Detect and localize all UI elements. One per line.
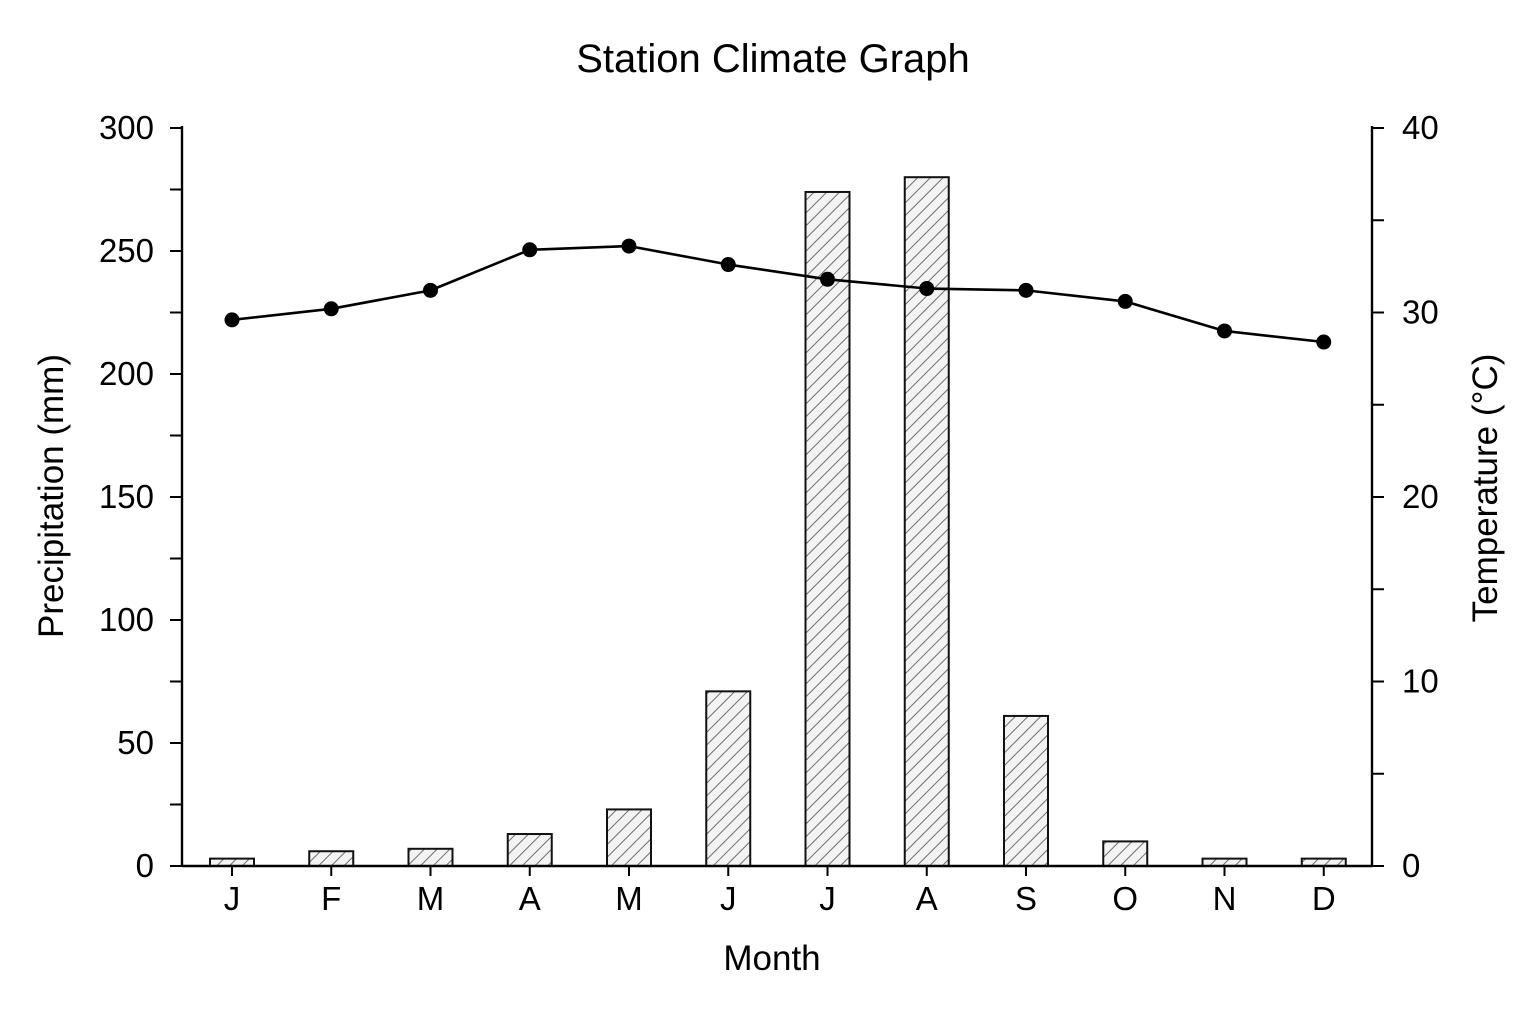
temperature-line-path [231,244,1324,344]
temperature-point [919,281,935,297]
month-label: D [1312,880,1336,917]
month-label: N [1213,880,1237,917]
precipitation-bar [308,850,355,867]
y2-tick-label: 40 [1402,109,1439,146]
y2-tick-label: 30 [1402,294,1439,331]
precipitation-bar [804,190,851,867]
y2-tick-label: 20 [1402,478,1439,515]
month-label: A [519,880,541,917]
y-tick-label: 100 [99,601,154,638]
temperature-point [1018,282,1034,298]
month-label: O [1112,880,1138,917]
month-label: F [321,880,341,917]
temperature-point [323,301,339,317]
temperature-point [224,312,240,328]
y-tick-label: 200 [99,355,154,392]
month-label: J [224,880,241,917]
precipitation-bar [903,176,950,867]
y-axis-label: Precipitation (mm) [32,354,71,638]
month-label: J [720,880,737,917]
precipitation-bar [606,808,652,867]
temperature-point [423,282,438,298]
y-tick-label: 250 [99,232,154,269]
temperature-line [224,238,1332,350]
y2-tick-label: 10 [1402,663,1439,700]
y2-axis-label: Temperature (°C) [1466,354,1505,623]
y-tick-label: 0 [136,847,154,884]
precipitation-bar [407,847,454,868]
precipitation-bar [1102,840,1149,868]
temperature-point [1117,293,1133,309]
temperature-point [720,257,736,273]
precipitation-bar [705,690,752,868]
month-label: A [916,880,938,917]
precipitation-bar [1003,714,1049,867]
month-label: M [417,880,445,917]
chart-axes: 0 50 100 150 200 250 300 0 10 20 30 40 J F M A M J J A S O N D [99,109,1439,917]
temperature-point [1316,334,1332,350]
y-tick-label: 300 [99,109,154,146]
y-tick-label: 150 [99,478,154,515]
temperature-point [1217,323,1232,339]
chart-title: Station Climate Graph [576,37,970,81]
month-label: S [1015,880,1037,917]
temperature-point [522,242,538,258]
precipitation-bars [209,176,1347,868]
temperature-point [820,271,835,287]
month-label: J [819,880,836,917]
y-tick-label: 50 [117,724,154,761]
x-axis-label: Month [723,939,820,978]
temperature-point [621,238,637,254]
precipitation-bar [506,833,553,868]
month-label: M [615,880,643,917]
y2-tick-label: 0 [1402,847,1420,884]
